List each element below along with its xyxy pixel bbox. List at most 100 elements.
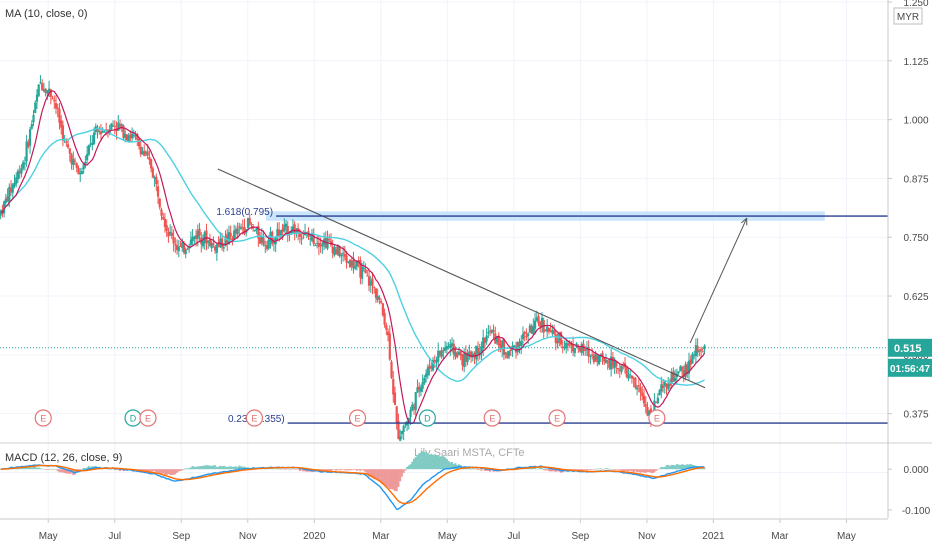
price-axis[interactable]: 1.2501.1251.0000.8750.7500.6250.5000.375… (887, 0, 932, 518)
macd-hist-bar (30, 467, 33, 470)
macd-hist-bar (48, 469, 51, 470)
earnings-event-marker[interactable]: E (348, 409, 367, 427)
macd-hist-bar (231, 466, 234, 470)
earnings-event-marker[interactable]: E (139, 409, 157, 427)
candle-body (217, 243, 220, 246)
macd-hist-bar (291, 468, 294, 470)
candle-body (386, 331, 390, 336)
macd-hist-bar (437, 455, 440, 470)
macd-hist-bar (49, 468, 52, 470)
macd-hist-bar (18, 467, 21, 470)
macd-hist-bar (603, 468, 606, 470)
macd-hist-bar (56, 469, 59, 471)
earnings-event-marker[interactable]: E (648, 409, 666, 427)
candle-body (625, 366, 628, 377)
macd-hist-bar (649, 469, 652, 473)
candle-body (239, 227, 243, 229)
macd-hist-bar (397, 469, 400, 488)
candle-body (684, 364, 687, 377)
candle-body (98, 131, 101, 133)
candle-body (521, 333, 525, 340)
macd-indicator-label[interactable]: MACD (12, 26, close, 9) (5, 452, 122, 464)
candle-body (689, 359, 692, 365)
candle-body (18, 171, 21, 174)
earnings-event-marker[interactable]: E (34, 409, 52, 427)
candle-body (155, 176, 158, 185)
y-tick-label: 1.000 (903, 116, 928, 127)
macd-hist-bar (411, 461, 414, 470)
candle-body (229, 232, 232, 237)
macd-pane[interactable]: MACD (12, 26, close, 9) (0, 451, 706, 511)
candle-body (459, 351, 462, 356)
candle-body (146, 151, 149, 156)
macd-hist-bar (373, 469, 376, 480)
macd-hist-bar (352, 469, 355, 470)
candle-body (264, 245, 267, 247)
candle-body (508, 350, 511, 357)
candle-body (272, 242, 276, 244)
macd-hist-bar (651, 469, 654, 474)
candle-body (86, 154, 89, 161)
y-tick-label: 1.250 (903, 0, 928, 9)
candle-body (592, 355, 595, 363)
candle-body (610, 356, 613, 370)
x-tick-label: Nov (239, 531, 257, 542)
earnings-event-marker[interactable]: E (245, 409, 264, 427)
earnings-event-marker[interactable]: E (548, 409, 566, 427)
candle-body (354, 266, 357, 269)
last-price-value: 0.515 (894, 343, 922, 355)
candle-body (34, 102, 37, 114)
x-tick-label: Sep (172, 531, 190, 542)
macd-hist-bar (188, 467, 191, 470)
candle-body (367, 276, 371, 286)
candle-body (532, 326, 535, 335)
candle-body (703, 345, 706, 350)
candle-body (350, 260, 353, 267)
candle-body (224, 236, 227, 246)
candle-body (47, 88, 51, 91)
projection-arrow[interactable] (689, 218, 748, 344)
candle-body (437, 350, 440, 362)
macd-hist-bar (224, 466, 227, 470)
candle-body (20, 168, 23, 174)
currency-box[interactable] (893, 7, 923, 25)
macd-hist-bar (350, 469, 353, 471)
macd-hist-bar (662, 467, 665, 470)
macd-hist-bar (655, 469, 658, 471)
candle-body (412, 406, 416, 409)
candle-body (186, 248, 189, 250)
time-axis[interactable]: May Jul Sep Nov 2020 Mar May Jul Sep Nov 2021 Mar Ma… (0, 518, 888, 542)
candle-body (347, 261, 350, 263)
ma-indicator-label[interactable]: MA (10, close, 0) (5, 8, 88, 20)
macd-hist-bar (627, 469, 630, 472)
macd-hist-bar (681, 464, 684, 470)
candle-body (56, 107, 59, 110)
macd-hist-bar (61, 469, 64, 473)
macd-hist-bar (53, 469, 56, 470)
candle-body (670, 372, 673, 384)
candle-body (464, 352, 467, 362)
macd-hist-bar (158, 469, 161, 474)
candle-body (440, 350, 443, 357)
candle-body (335, 249, 338, 254)
candle-body (457, 351, 461, 356)
dividend-event-marker[interactable]: D (418, 409, 436, 427)
macd-hist-bar (703, 467, 706, 470)
price-pane[interactable]: 1.618(0.795)0.236(0.355) Lily Saari MSTA… (0, 0, 888, 518)
candle-body (265, 245, 269, 250)
earnings-event-marker[interactable]: E (483, 409, 501, 427)
macd-hist-bar (540, 468, 543, 470)
dividend-event-marker[interactable]: D (124, 409, 142, 427)
candle-body (587, 347, 590, 357)
candle-body (409, 409, 412, 417)
candle-body (456, 352, 459, 358)
macd-hist-bar (641, 469, 644, 473)
candle-body (516, 341, 519, 353)
candle-body (258, 237, 262, 244)
macd-hist-bar (553, 469, 556, 472)
downtrend-line[interactable] (217, 168, 706, 389)
macd-hist-bar (160, 469, 163, 475)
macd-hist-bar (601, 469, 604, 470)
